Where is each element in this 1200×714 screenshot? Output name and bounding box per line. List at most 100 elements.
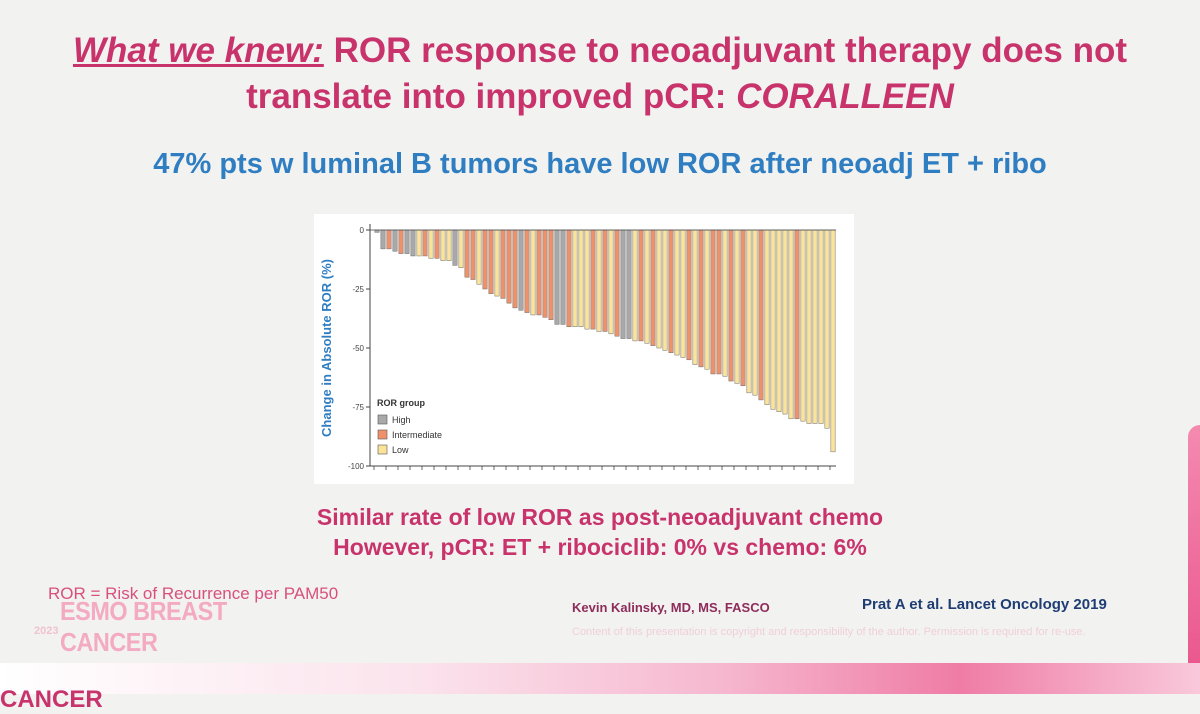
bar [674, 229, 680, 356]
note-line-2: However, pCR: ET + ribociclib: 0% vs che… [333, 534, 867, 560]
bar [614, 229, 620, 337]
bar [380, 229, 386, 250]
bar [434, 229, 440, 259]
bar [656, 229, 662, 349]
bar [476, 229, 482, 285]
bar [410, 229, 416, 257]
bar [398, 229, 404, 254]
slide-subtitle: 47% pts w luminal B tumors have low ROR … [153, 148, 1047, 180]
bar [776, 229, 782, 412]
bar [590, 229, 596, 330]
bar [488, 229, 494, 294]
bar [470, 229, 476, 280]
bar [428, 229, 434, 259]
y-tick-label: 0 [360, 226, 365, 235]
bar [458, 229, 464, 269]
slide-title: What we knew: ROR response to neoadjuvan… [0, 28, 1200, 120]
bar [608, 229, 614, 335]
bar [518, 229, 524, 311]
bar [620, 229, 626, 339]
bottom-banner-text: CANCER [0, 686, 103, 713]
bar [554, 229, 560, 325]
bar [668, 229, 674, 353]
legend: ROR group High Intermediate Low [377, 398, 442, 455]
bar [662, 229, 668, 351]
bar [788, 229, 794, 420]
title-study-name: CORALLEEN [736, 77, 954, 116]
bar [530, 229, 536, 316]
citation: Prat A et al. Lancet Oncology 2019 [862, 596, 1107, 613]
logo-text: ESMO BREAST CANCER [60, 596, 228, 657]
bar [512, 229, 518, 309]
footnote: ROR = Risk of Recurrence per PAM50 [48, 584, 339, 603]
bar [728, 229, 734, 382]
y-tick-label: -75 [352, 403, 364, 412]
y-tick-label: -50 [352, 344, 364, 353]
y-axis-label: Change in Absolute ROR (%) [319, 259, 334, 437]
bar [782, 229, 788, 415]
bar [770, 229, 776, 410]
bar [764, 229, 770, 405]
bar [578, 229, 584, 328]
bar [626, 229, 632, 339]
bar [734, 229, 740, 384]
bar [752, 229, 758, 396]
legend-label-low: Low [392, 445, 409, 455]
bar [560, 229, 566, 325]
bar [830, 229, 836, 453]
bar [740, 229, 746, 387]
bar [686, 229, 692, 361]
note-block: Similar rate of low ROR as post-neoadjuv… [0, 502, 1200, 562]
bar [494, 229, 500, 297]
bar [536, 229, 542, 316]
bar [638, 229, 644, 342]
bar [596, 229, 602, 332]
bar [632, 229, 638, 342]
bar [698, 229, 704, 368]
bar [584, 229, 590, 330]
author: Kevin Kalinsky, MD, MS, FASCO [572, 600, 770, 615]
bar [704, 229, 710, 370]
bar [464, 229, 470, 278]
bar [572, 229, 578, 328]
decorative-edge-right [1188, 425, 1200, 694]
bar [710, 229, 716, 375]
bar [524, 229, 530, 313]
bar [500, 229, 506, 299]
title-main: ROR response to neoadjuvant therapy does… [246, 31, 1128, 116]
bar [692, 229, 698, 365]
bar [602, 229, 608, 332]
bar [566, 229, 572, 328]
bar [446, 229, 452, 261]
bar [812, 229, 818, 424]
bar [800, 229, 806, 422]
bar [746, 229, 752, 394]
legend-title: ROR group [377, 398, 425, 408]
bar [404, 229, 410, 254]
chart-background [314, 214, 854, 484]
bar [716, 229, 722, 375]
bar [422, 229, 428, 257]
copyright-notice: Content of this presentation is copyrigh… [572, 626, 1086, 638]
bar [806, 229, 812, 424]
waterfall-chart: 0 -25 -50 -75 -100 Change in Absolute ROR (%… [314, 214, 854, 489]
bar [824, 229, 830, 429]
bar [542, 229, 548, 318]
bar [416, 229, 422, 257]
note-line-1: Similar rate of low ROR as post-neoadjuv… [316, 504, 884, 530]
legend-label-intermediate: Intermediate [392, 430, 442, 440]
bar [452, 229, 458, 266]
bar [386, 229, 392, 250]
title-prefix: What we knew: [72, 31, 324, 70]
bar [506, 229, 512, 304]
decorative-banner-bottom [0, 663, 1200, 694]
y-tick-label: -25 [352, 285, 364, 294]
bar [650, 229, 656, 346]
logo-year: 2023 [34, 625, 59, 637]
bar [392, 229, 398, 252]
legend-swatch-low [377, 444, 388, 455]
bar [758, 229, 764, 401]
legend-label-high: High [392, 415, 411, 425]
bar [794, 229, 800, 420]
bar [818, 229, 824, 424]
